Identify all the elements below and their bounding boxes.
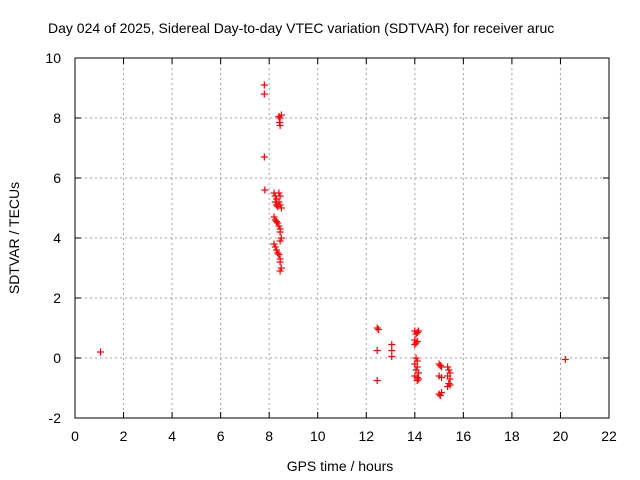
data-point [373,377,381,384]
data-point [276,237,284,245]
x-tick-label: 2 [120,428,128,444]
data-point [414,369,422,377]
data-point [274,249,282,257]
data-point [276,201,284,209]
data-point [275,119,283,126]
data-points [96,81,569,399]
x-tick-labels: 0 2 4 6 8 10 12 14 16 18 20 22 [71,428,617,444]
data-point [436,362,444,369]
data-point [561,356,569,363]
data-point [275,251,283,258]
y-tick-label: 4 [53,230,61,246]
x-tick-label: 0 [71,428,79,444]
data-point [412,339,420,347]
plot-frame [74,57,610,419]
data-point [276,258,284,266]
data-point [276,228,284,236]
data-point [412,354,420,362]
data-point [446,381,454,389]
x-tick-label: 10 [310,428,326,444]
data-point [275,189,283,197]
data-point [270,213,278,221]
x-tick-label: 8 [265,428,273,444]
data-point [438,389,446,396]
data-point [388,353,396,360]
x-tick-label: 14 [407,428,423,444]
data-point [374,326,382,333]
x-tick-label: 6 [217,428,225,444]
y-tick-labels: -2 0 2 4 6 8 10 [45,50,61,426]
data-point [271,243,279,251]
data-point [438,363,446,371]
x-tick-label: 16 [456,428,472,444]
data-point [413,377,421,384]
data-point [272,246,280,254]
y-tick-label: 0 [53,350,61,366]
y-axis-label: SDTVAR / TECUs [6,182,22,294]
x-axis-label: GPS time / hours [287,458,394,474]
data-point [260,81,268,89]
data-point [275,198,283,206]
data-point [260,90,268,98]
y-tick-label: -2 [49,410,62,426]
chart-title: Day 024 of 2025, Sidereal Day-to-day VTE… [48,20,554,36]
data-point [388,347,396,354]
y-tick-label: 6 [53,170,61,186]
data-point [413,329,421,336]
grid [75,58,609,418]
x-tick-label: 12 [358,428,374,444]
data-point [276,192,284,200]
data-point [276,267,284,275]
data-point [277,264,285,272]
y-tick-label: 8 [53,110,61,126]
y-tick-label: 10 [45,50,61,66]
data-point [388,341,396,348]
data-point [277,234,285,242]
data-point [274,219,282,227]
x-tick-label: 4 [168,428,176,444]
data-point [411,341,419,348]
data-point [276,114,284,122]
data-point [270,240,278,248]
data-point [438,374,446,381]
data-point [276,122,284,129]
data-point [275,222,283,230]
data-point [277,204,285,212]
data-point [436,392,444,399]
data-point [277,111,285,119]
x-tick-label: 22 [601,428,617,444]
data-point [373,324,381,332]
data-point [96,348,104,356]
data-point [445,380,453,387]
data-point [445,366,453,374]
x-tick-label: 20 [553,428,569,444]
data-point [261,186,269,194]
data-point [373,347,381,354]
data-point [414,327,422,335]
data-point [413,363,421,371]
y-tick-label: 2 [53,290,61,306]
data-point [414,375,422,383]
data-point [446,375,454,383]
data-point [444,363,452,371]
data-point [272,218,280,225]
x-tick-label: 18 [504,428,520,444]
data-point [260,153,268,161]
